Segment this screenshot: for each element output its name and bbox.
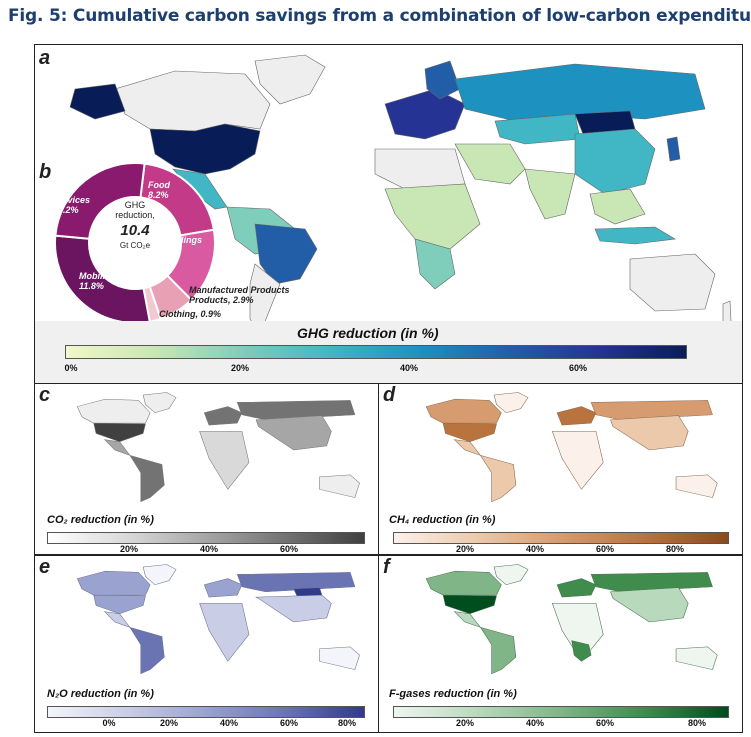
panel-d-letter: d — [383, 384, 396, 406]
co2-tick-20: 20% — [119, 544, 139, 554]
n2o-tick-60: 60% — [279, 718, 299, 728]
n2o-scale-title: N₂O reduction (in %) — [47, 688, 154, 700]
central-africa — [384, 183, 481, 250]
ghg-scale-title: GHG reduction (in %) — [297, 325, 439, 341]
japan — [666, 136, 681, 162]
panel-b-letter-text: b — [39, 161, 52, 183]
n2o-color-bar — [47, 706, 365, 718]
fgases-tick-20: 20% — [455, 718, 475, 728]
panel-d-frame: d CH₄ reduction (in %) 20% 40% 60% 80% — [378, 383, 743, 555]
scandinavia — [424, 60, 461, 100]
indonesia — [594, 226, 676, 245]
australia — [629, 253, 716, 312]
ghg-tick-0: 0% — [64, 363, 78, 373]
europe — [384, 88, 466, 140]
southeast-asia — [589, 188, 646, 225]
ch4-tick-80: 80% — [665, 544, 685, 554]
panel-f-letter: f — [383, 556, 390, 578]
co2-tick-40: 40% — [199, 544, 219, 554]
donut-center-line2: reduction, — [115, 210, 155, 220]
n2o-tick-40: 40% — [219, 718, 239, 728]
fgases-tick-80: 80% — [687, 718, 707, 728]
ghg-color-bar — [65, 345, 687, 359]
panel-f-frame: f F-gases reduction (in %) 20% 40% 60% 8… — [378, 555, 743, 733]
label-manufactured: Manufactured Products Products, 2.9% — [189, 285, 290, 305]
brazil — [254, 223, 318, 285]
world-map-co2 — [76, 392, 360, 503]
southern-africa — [414, 238, 456, 290]
fgases-scale-title: F-gases reduction (in %) — [389, 688, 517, 700]
fgases-color-bar — [393, 706, 729, 718]
india — [524, 168, 576, 220]
donut-center: GHG reduction, 10.4 Gt CO₂e — [87, 200, 183, 250]
panel-a-frame: a — [34, 44, 743, 384]
greenland — [254, 54, 326, 105]
donut-center-line1: GHG — [124, 200, 146, 210]
ch4-scale-title: CH₄ reduction (in %) — [389, 514, 496, 526]
ghg-tick-20: 20% — [230, 363, 250, 373]
label-services: Services 10.2% — [53, 195, 91, 215]
north-africa — [374, 148, 466, 190]
panel-c-frame: c CO₂ reduction (in %) 20% 40% 60% — [34, 383, 379, 555]
label-buildings: Buildings 6.1% — [161, 235, 202, 255]
donut-slice-services — [54, 162, 146, 240]
label-mobility: Mobility 11.8% — [79, 271, 113, 291]
panel-a-letter: a — [39, 47, 51, 69]
ch4-color-bar — [393, 532, 729, 544]
n2o-tick-80: 80% — [337, 718, 357, 728]
panel-e-frame: e N₂O reduction (in %) 0% 20% 40% 60% 80… — [34, 555, 379, 733]
china — [574, 128, 656, 195]
alaska — [69, 83, 126, 120]
ch4-tick-40: 40% — [525, 544, 545, 554]
central-asia — [494, 113, 581, 145]
co2-tick-60: 60% — [279, 544, 299, 554]
ch4-tick-60: 60% — [595, 544, 615, 554]
panel-e-letter: e — [39, 556, 51, 578]
usa — [149, 123, 261, 175]
ghg-tick-60: 60% — [568, 363, 588, 373]
ch4-tick-20: 20% — [455, 544, 475, 554]
emissions-donut-chart — [54, 162, 216, 324]
figure-title: Fig. 5: Cumulative carbon savings from a… — [8, 6, 751, 26]
panel-c-letter: c — [39, 384, 51, 406]
world-map-ghg — [69, 54, 732, 339]
russia — [454, 63, 706, 122]
world-map-n2o — [76, 564, 360, 675]
donut-center-unit: Gt CO₂e — [119, 241, 151, 250]
world-map-ch4 — [425, 392, 718, 503]
fgases-tick-60: 60% — [595, 718, 615, 728]
donut-hole — [90, 198, 180, 288]
canada — [114, 70, 271, 132]
n2o-tick-20: 20% — [159, 718, 179, 728]
world-map-fgases — [425, 564, 718, 675]
label-food: Food 8.2% — [148, 180, 170, 200]
middle-east — [454, 143, 526, 185]
co2-scale-title: CO₂ reduction (in %) — [47, 514, 154, 526]
n2o-tick-0: 0% — [102, 718, 116, 728]
ghg-tick-40: 40% — [399, 363, 419, 373]
fgases-tick-40: 40% — [525, 718, 545, 728]
donut-center-value: 10.4 — [120, 222, 150, 239]
co2-color-bar — [47, 532, 365, 544]
label-clothing: Clothing, 0.9% — [159, 309, 222, 319]
